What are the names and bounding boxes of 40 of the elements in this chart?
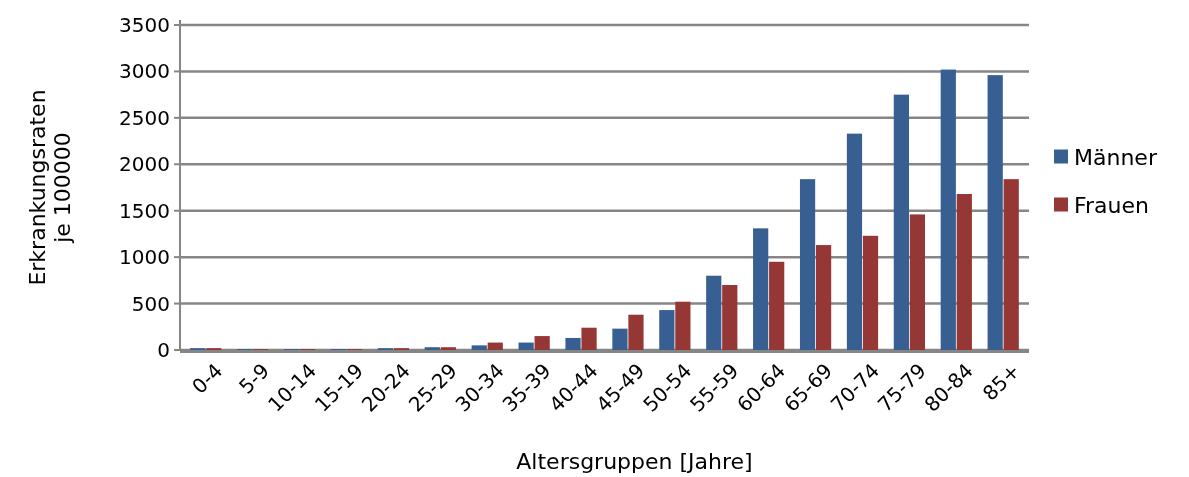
bar [909, 214, 926, 350]
bar [769, 261, 785, 350]
bar [1003, 179, 1019, 350]
bar [799, 179, 816, 350]
bar [956, 194, 972, 350]
x-axis-title: Altersgruppen [Jahre] [516, 449, 753, 474]
x-tick-label: 85+ [977, 358, 1025, 406]
bar [440, 347, 456, 350]
bar [846, 133, 863, 350]
bar [424, 347, 440, 350]
bar [987, 75, 1003, 350]
bar [706, 275, 722, 350]
y-tick-label: 0 [157, 338, 170, 362]
bar [581, 327, 597, 350]
bar [628, 314, 644, 350]
bar [893, 94, 909, 350]
x-tick-label: 0-4 [187, 358, 228, 399]
y-tick-label: 2000 [119, 152, 170, 177]
y-tick-label: 1000 [119, 245, 170, 270]
bar [612, 328, 628, 350]
bar [565, 337, 581, 350]
y-axis-title: Erkrankungsraten je 100000 [25, 89, 76, 286]
y-tick-label: 3500 [119, 13, 170, 37]
y-tick-label: 3000 [119, 59, 170, 84]
bar [722, 285, 738, 350]
bar [940, 69, 956, 350]
y-tick-label: 500 [131, 291, 170, 316]
y-tick-label: 2500 [119, 105, 170, 130]
y-tick-label: 1500 [119, 198, 170, 223]
bar [753, 228, 769, 350]
legend-label: Frauen [1074, 193, 1150, 219]
bar [487, 342, 503, 350]
bar [471, 345, 487, 350]
bar [675, 301, 691, 350]
legend-label: Männer [1074, 145, 1158, 171]
bar [534, 336, 550, 350]
bar [815, 245, 832, 350]
bar [659, 310, 675, 350]
bar [862, 235, 879, 350]
bar [518, 342, 534, 350]
